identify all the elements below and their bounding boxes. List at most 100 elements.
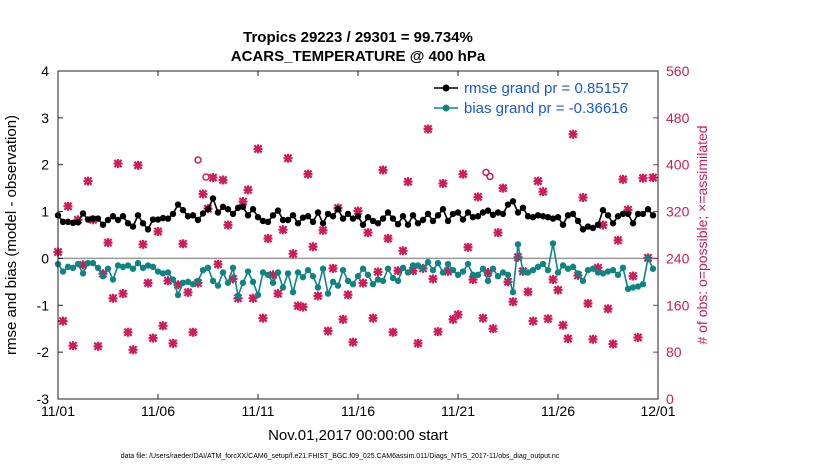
obs-assimilated-marker — [243, 185, 253, 195]
obs-assimilated-marker — [278, 225, 288, 235]
bias-point — [79, 270, 87, 277]
rmse-point — [649, 212, 657, 219]
obs-assimilated-marker — [478, 313, 488, 323]
rmse-point — [369, 217, 377, 225]
bias-point — [319, 265, 327, 272]
obs-assimilated-marker — [303, 169, 313, 179]
obs-assimilated-marker — [128, 345, 138, 355]
y-tick-label: 3 — [41, 110, 49, 126]
chart-title-line2: ACARS_TEMPERATURE @ 400 hPa — [231, 48, 486, 65]
rmse-point — [84, 216, 92, 223]
bias-point — [314, 284, 322, 291]
y-axis-label: rmse and bias (model - observation) — [3, 115, 20, 355]
obs-assimilated-marker — [143, 278, 153, 288]
obs-assimilated-marker — [178, 239, 188, 249]
rmse-point — [139, 220, 147, 227]
rmse-point — [604, 212, 612, 219]
obs-possible-marker — [202, 173, 210, 181]
bias-point — [354, 273, 362, 280]
bias-point — [94, 264, 102, 271]
rmse-point — [539, 213, 547, 220]
bias-point — [489, 265, 497, 272]
bias-point — [604, 268, 612, 275]
y-tick-label: 2 — [41, 157, 49, 173]
bias-point — [619, 264, 627, 271]
bias-point — [234, 292, 242, 300]
obs-assimilated-marker — [68, 341, 78, 351]
rmse-point — [489, 211, 497, 219]
bias-point — [469, 271, 477, 279]
chart-title-line1: Tropics 29223 / 29301 = 99.734% — [243, 29, 473, 46]
bias-point — [449, 266, 457, 274]
obs-assimilated-marker — [58, 316, 68, 326]
obs-assimilated-marker — [118, 289, 128, 299]
obs-assimilated-marker — [588, 334, 598, 344]
rmse-point — [99, 221, 107, 228]
rmse-point — [389, 215, 397, 222]
bias-point — [269, 279, 277, 286]
obs-assimilated-marker — [288, 249, 298, 259]
rmse-point — [334, 206, 342, 213]
bias-point — [324, 290, 332, 297]
rmse-point — [564, 212, 572, 219]
rmse-point — [264, 218, 272, 226]
y-tick-label: 0 — [41, 250, 49, 266]
bias-point — [394, 277, 402, 285]
data-file-footer: data file: /Users/raeder/DAI/ATM_forcXX/… — [121, 453, 560, 460]
rmse-point — [359, 221, 367, 228]
obs-assimilated-marker — [388, 327, 398, 337]
rmse-point — [329, 213, 337, 220]
obs-assimilated-marker — [523, 287, 533, 297]
rmse-point — [154, 216, 162, 223]
y2-tick-label: 0 — [666, 391, 674, 407]
rmse-point — [364, 213, 372, 221]
bias-point — [504, 271, 512, 279]
rmse-point — [449, 210, 457, 218]
obs-assimilated-marker — [338, 314, 348, 324]
obs-assimilated-marker — [168, 338, 178, 348]
rmse-point — [374, 220, 382, 227]
bias-point — [424, 258, 432, 266]
legend: rmse grand pr = 0.85157 bias grand pr = … — [429, 78, 651, 120]
rmse-point — [624, 210, 632, 218]
obs-assimilated-marker — [423, 124, 433, 134]
bias-point — [99, 273, 107, 280]
rmse-point — [259, 217, 267, 225]
bias-point — [309, 273, 317, 280]
rmse-point — [469, 213, 477, 221]
rmse-point — [74, 219, 82, 226]
rmse-point — [424, 210, 432, 218]
rmse-point — [239, 203, 247, 211]
bias-point — [139, 264, 147, 271]
x-axis: 11/01 11/06 11/11 11/16 11/21 11/26 12/01 — [41, 71, 676, 419]
bias-point — [224, 279, 232, 286]
rmse-point — [524, 213, 532, 220]
rmse-point — [274, 207, 282, 214]
rmse-point — [69, 219, 77, 227]
bias-point — [194, 277, 202, 285]
y2-tick-label: 240 — [666, 250, 690, 266]
bias-point — [494, 273, 502, 280]
rmse-point — [204, 206, 212, 213]
obs-assimilated-marker — [493, 228, 503, 238]
bias-point — [239, 279, 247, 286]
bias-point — [389, 274, 397, 282]
bias-point — [409, 262, 417, 269]
bias-point — [74, 260, 82, 268]
bias-point — [574, 270, 582, 277]
obs-assimilated-marker — [148, 333, 158, 343]
obs-assimilated-marker — [188, 327, 198, 337]
rmse-point — [94, 215, 102, 222]
rmse-point — [479, 209, 487, 216]
rmse-point — [64, 218, 72, 226]
x-tick-label: 11/16 — [341, 403, 375, 419]
obs-assimilated-marker — [563, 334, 573, 344]
obs-assimilated-marker — [508, 297, 518, 307]
rmse-point — [569, 210, 577, 218]
plot-area — [58, 71, 658, 399]
bias-point — [464, 260, 472, 268]
rmse-point — [249, 206, 257, 213]
x-axis-label: Nov.01,2017 00:00:00 start — [268, 427, 449, 444]
rmse-point — [599, 206, 607, 214]
